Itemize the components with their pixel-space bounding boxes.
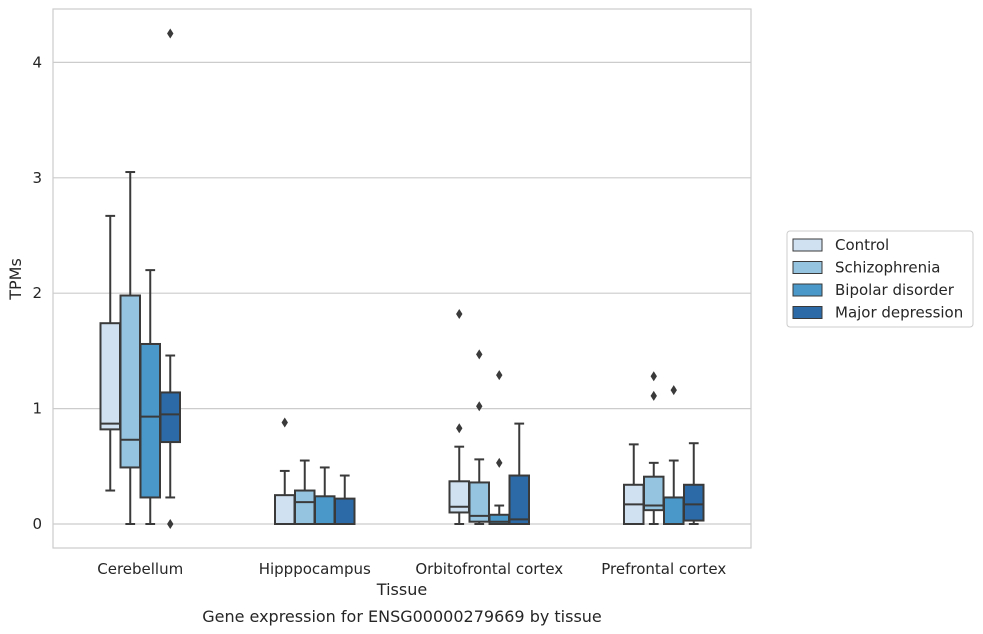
y-tick-label-0: 0 (32, 515, 42, 533)
y-tick-label-1: 1 (32, 400, 42, 418)
box-3-3 (683, 442, 705, 525)
outlier-point-1 (476, 349, 483, 360)
box-body (683, 483, 705, 522)
box-body (314, 495, 336, 525)
x-axis-label: Tissue (376, 580, 427, 599)
box-body (159, 391, 181, 444)
legend-label-0: Control (835, 236, 889, 254)
box-body (448, 480, 470, 514)
box-body (99, 322, 121, 431)
box-body (508, 474, 530, 526)
box-body (334, 497, 356, 525)
box-body (643, 475, 665, 512)
box-0-0 (99, 214, 121, 492)
box-body (663, 496, 685, 526)
box-1-0 (274, 417, 296, 525)
x-tick-label-3: Prefrontal cortex (601, 560, 726, 578)
y-tick-labels: 0 1 2 3 4 (32, 53, 42, 533)
outlier-point-1 (456, 308, 463, 319)
outlier-point-0 (281, 417, 288, 428)
y-tick-label-2: 2 (32, 284, 42, 302)
y-axis-label: TPMs (6, 258, 25, 301)
box-body (294, 489, 316, 525)
x-tick-label-0: Cerebellum (97, 560, 183, 578)
outlier-point-0 (496, 457, 503, 468)
y-tick-label-4: 4 (32, 53, 42, 71)
box-1-3 (334, 474, 356, 525)
legend-swatch-1 (792, 261, 823, 274)
legend-label-2: Bipolar disorder (835, 281, 955, 299)
y-tick-label-3: 3 (32, 169, 42, 187)
box-2-3 (508, 422, 530, 526)
x-tick-label-2: Orbitofrontal cortex (415, 560, 563, 578)
legend-swatch-3 (792, 306, 823, 319)
legend-frame (786, 230, 974, 328)
box-2-1 (468, 349, 490, 525)
box-body (274, 494, 296, 525)
legend-label-1: Schizophrenia (835, 259, 940, 277)
x-tick-labels: Cerebellum Hipppocampus Orbitofrontal cort… (97, 560, 726, 578)
legend-swatch-2 (792, 283, 823, 297)
box-body (468, 481, 490, 523)
box-2-2 (488, 370, 510, 526)
box-3-2 (663, 385, 685, 526)
outlier-point-0 (670, 385, 677, 396)
boxes-layer (99, 28, 705, 529)
box-0-3 (159, 28, 181, 529)
outlier-point-1 (650, 371, 657, 382)
outlier-point-0 (650, 390, 657, 401)
box-body (119, 294, 141, 469)
legend-label-3: Major depression (835, 304, 963, 322)
box-3-0 (623, 443, 645, 526)
outlier-point-0 (476, 401, 483, 412)
outlier-point-0 (167, 519, 174, 529)
outlier-point-1 (496, 370, 503, 381)
box-2-0 (448, 308, 470, 525)
plot-frame (52, 8, 752, 549)
legend: Control Schizophrenia Bipolar disorder Majo… (786, 230, 974, 328)
outlier-point-1 (167, 28, 174, 39)
x-tick-label-1: Hipppocampus (259, 560, 371, 578)
chart-caption: Gene expression for ENSG00000279669 by t… (202, 607, 602, 626)
legend-swatch-0 (792, 238, 823, 252)
outlier-point-0 (456, 423, 463, 434)
box-body (139, 342, 161, 499)
box-1-2 (314, 466, 336, 525)
box-3-1 (643, 371, 665, 525)
